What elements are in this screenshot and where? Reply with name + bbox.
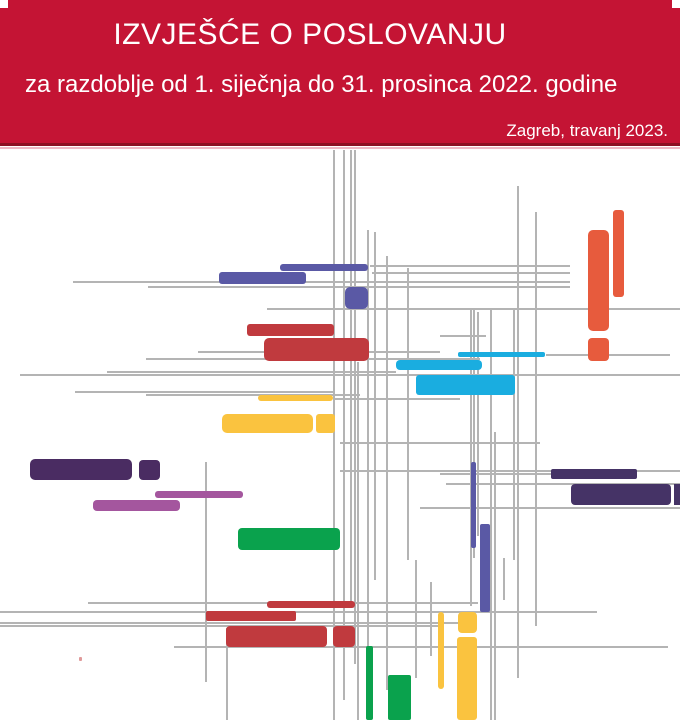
art-horizontal-line	[333, 398, 460, 400]
art-vertical-line	[473, 310, 475, 558]
art-vertical-line	[477, 312, 479, 536]
art-vertical-line	[415, 560, 417, 678]
art-bar-red	[226, 626, 327, 647]
art-bar-slate	[471, 462, 476, 548]
art-vertical-line	[490, 308, 492, 720]
art-horizontal-line	[340, 442, 540, 444]
art-vertical-line	[226, 628, 228, 720]
art-bar-slate	[219, 272, 306, 284]
art-bar-red	[206, 611, 296, 621]
art-horizontal-line	[446, 483, 680, 485]
art-horizontal-line	[75, 391, 333, 393]
art-horizontal-line	[420, 507, 680, 509]
art-bar-indigo	[571, 484, 671, 505]
art-vertical-line	[333, 150, 335, 720]
banner-underline	[0, 147, 680, 149]
art-bar-cyan	[416, 375, 515, 395]
art-vertical-line	[535, 212, 537, 626]
art-bar-orchid	[155, 491, 243, 498]
art-vertical-line	[407, 268, 409, 560]
art-bar-yellow	[222, 414, 313, 433]
art-bar-orange	[613, 210, 624, 297]
art-bar-yellow	[458, 612, 477, 633]
art-vertical-line	[357, 362, 359, 720]
art-horizontal-line	[370, 265, 570, 267]
art-bar-red	[333, 626, 355, 647]
art-horizontal-line	[0, 611, 597, 613]
art-horizontal-line	[0, 622, 477, 624]
art-bar-cyan	[458, 352, 545, 357]
art-bar-yellow	[258, 395, 333, 401]
art-bar-slate	[280, 264, 368, 271]
place-date-text: Zagreb, travanj 2023.	[506, 121, 668, 140]
art-vertical-line	[374, 232, 376, 580]
art-horizontal-line	[440, 335, 486, 337]
art-bar-slate	[480, 524, 490, 612]
art-horizontal-line	[440, 473, 556, 475]
art-bar-cyan	[396, 360, 482, 370]
art-horizontal-line	[174, 646, 668, 648]
art-bar-red	[264, 338, 369, 361]
art-vertical-line	[386, 256, 388, 690]
report-title: IZVJEŠĆE O POSLOVANJU	[113, 18, 507, 51]
art-horizontal-line	[340, 470, 680, 472]
art-bar-red	[247, 324, 334, 336]
art-bar-orchid	[93, 500, 180, 511]
art-vertical-line	[494, 432, 496, 720]
banner-bottom-edge	[0, 143, 680, 146]
art-bar-purple	[139, 460, 160, 480]
art-bar-red	[267, 601, 355, 608]
report-subtitle: za razdoblje od 1. siječnja do 31. prosi…	[25, 71, 618, 98]
art-bar-slate	[345, 287, 368, 309]
art-vertical-line	[513, 310, 515, 560]
art-horizontal-line	[20, 374, 680, 376]
art-bar-indigo	[674, 484, 680, 505]
art-bar-indigo	[551, 469, 637, 479]
art-vertical-line	[367, 230, 369, 664]
art-horizontal-line	[372, 272, 570, 274]
header-banner: IZVJEŠĆE O POSLOVANJU za razdoblje od 1.…	[0, 0, 680, 146]
art-horizontal-line	[148, 286, 570, 288]
art-horizontal-line	[267, 308, 680, 310]
art-vertical-line	[350, 150, 352, 606]
art-bar-purple	[30, 459, 132, 480]
art-vertical-line	[470, 308, 472, 606]
art-bar-yellow	[457, 637, 477, 720]
art-bar-green	[388, 675, 411, 720]
art-bar-yellow	[316, 414, 335, 433]
art-horizontal-line	[107, 371, 396, 373]
art-vertical-line	[354, 150, 356, 664]
art-bar-yellow	[438, 612, 444, 689]
art-bar-orange	[588, 230, 609, 331]
art-horizontal-line	[146, 394, 360, 396]
art-vertical-line	[343, 150, 345, 700]
art-bar-green	[238, 528, 340, 550]
art-bar-green	[366, 646, 373, 720]
art-bar-orange	[588, 338, 609, 361]
art-horizontal-line	[0, 625, 440, 627]
art-bar-dot	[79, 657, 82, 661]
art-vertical-line	[503, 558, 505, 600]
art-vertical-line	[205, 462, 207, 682]
art-horizontal-line	[73, 281, 570, 283]
art-vertical-line	[517, 186, 519, 678]
art-vertical-line	[430, 582, 432, 656]
